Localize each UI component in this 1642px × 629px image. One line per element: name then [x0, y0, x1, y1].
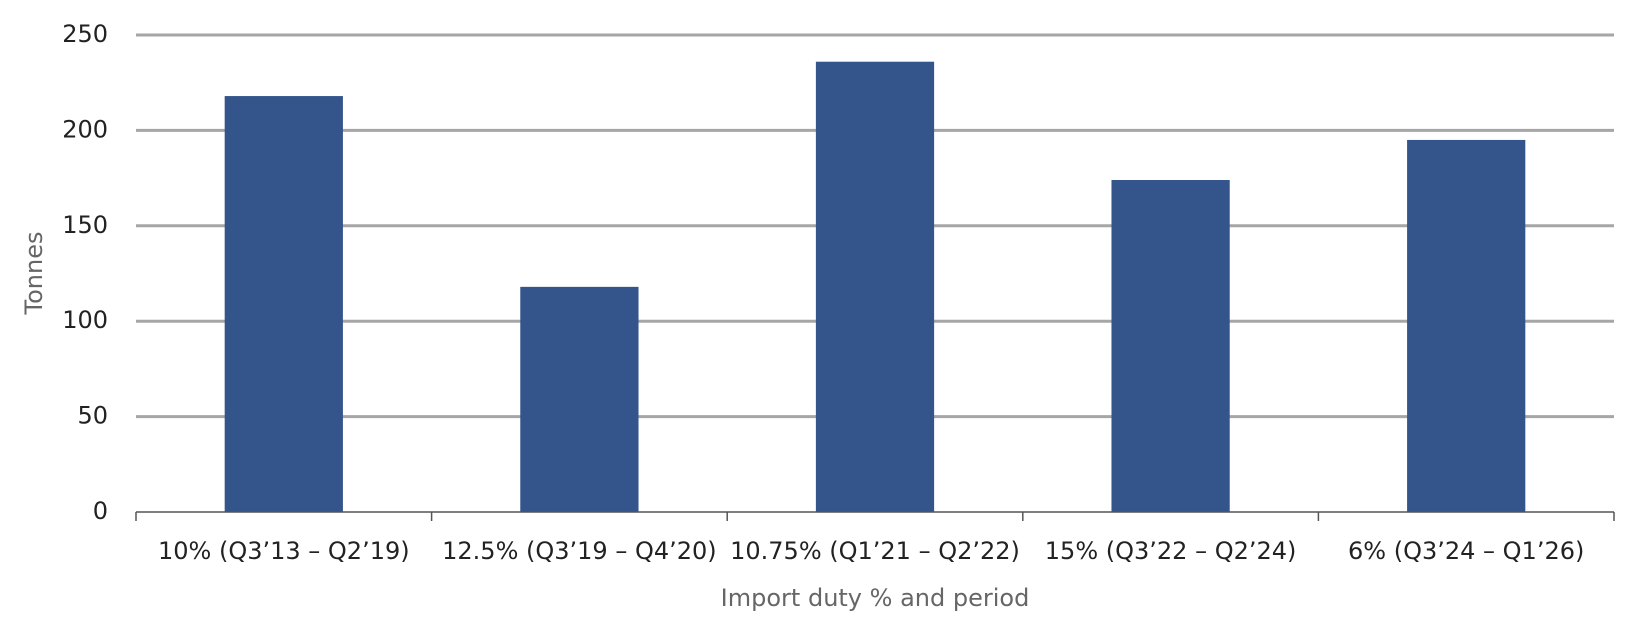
y-tick-label: 250 — [62, 20, 108, 48]
y-axis-title: Tonnes — [20, 232, 48, 316]
y-tick-label: 50 — [77, 402, 108, 430]
y-tick-label: 0 — [93, 497, 108, 525]
y-tick-label: 100 — [62, 306, 108, 334]
bar — [224, 96, 343, 512]
x-axis-title: Import duty % and period — [721, 584, 1030, 612]
bar — [815, 61, 935, 512]
x-tick-label: 15% (Q3’22 – Q2’24) — [1045, 537, 1297, 565]
y-tick-label: 200 — [62, 115, 108, 143]
bar — [1111, 180, 1230, 512]
bar — [1407, 139, 1526, 512]
x-tick-label: 10.75% (Q1’21 – Q2’22) — [730, 537, 1020, 565]
bar — [520, 286, 639, 512]
x-tick-label: 12.5% (Q3’19 – Q4’20) — [442, 537, 717, 565]
y-tick-label: 150 — [62, 211, 108, 239]
x-tick-label: 10% (Q3’13 – Q2’19) — [158, 537, 410, 565]
x-tick-label: 6% (Q3’24 – Q1’26) — [1348, 537, 1584, 565]
